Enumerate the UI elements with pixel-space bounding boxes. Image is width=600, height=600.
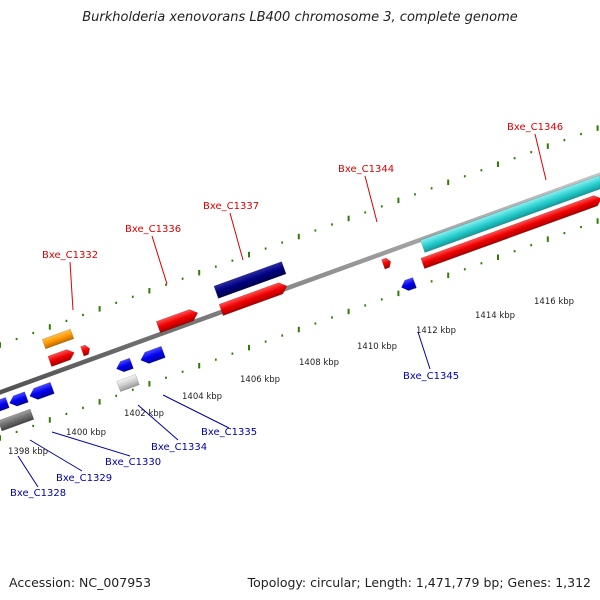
ruler-label: 1398 kbp — [8, 447, 48, 457]
genome-summary-text: Topology: circular; Length: 1,471,779 bp… — [247, 575, 591, 590]
gene-label-reverse: Bxe_C1329 — [56, 473, 112, 484]
gene-feature-navy — [213, 261, 287, 299]
gene-feature-blue — [116, 357, 134, 373]
chromosome-backbone — [0, 172, 600, 395]
gene-feature-red — [218, 282, 288, 316]
gene-label-forward-leader — [364, 175, 378, 223]
gene-label-reverse: Bxe_C1334 — [151, 442, 207, 453]
ruler-label: 1406 kbp — [240, 375, 280, 385]
gene-feature-blue — [140, 345, 166, 364]
gene-feature-red — [155, 309, 199, 334]
gene-features — [0, 175, 600, 432]
gene-feature-red — [420, 195, 600, 269]
gene-label-reverse: Bxe_C1345 — [403, 371, 459, 382]
gene-label-reverse-leader — [29, 439, 83, 472]
inner-tick-ring — [0, 218, 599, 441]
gene-label-reverse: Bxe_C1335 — [201, 427, 257, 438]
ruler-label: 1402 kbp — [124, 409, 164, 419]
map-title: Burkholderia xenovorans LB400 chromosome… — [82, 10, 518, 25]
ruler-label: 1414 kbp — [475, 311, 515, 321]
gene-label-reverse-leader — [51, 431, 131, 457]
gene-feature-red — [80, 344, 91, 357]
gene-label-forward: Bxe_C1346 — [507, 122, 563, 133]
map-labels: 1398 kbp 1400 kbp 1402 kbp 1404 kbp 1406 kbp… — [8, 122, 574, 499]
gene-label-forward: Bxe_C1332 — [42, 250, 98, 261]
gene-label-forward: Bxe_C1337 — [203, 201, 259, 212]
gene-label-reverse-leader — [137, 404, 179, 441]
gene-label-forward: Bxe_C1344 — [338, 164, 394, 175]
gene-label-reverse-leader — [417, 331, 431, 370]
gene-feature-orange — [41, 328, 75, 350]
label-leader-lines — [17, 133, 547, 488]
gene-label-forward-leader — [151, 235, 168, 285]
gene-label-reverse: Bxe_C1328 — [10, 488, 66, 499]
ruler-label: 1410 kbp — [357, 342, 397, 352]
gene-feature-blue — [401, 277, 417, 291]
gene-label-forward-leader — [69, 261, 74, 311]
gene-label-reverse-leader — [162, 394, 230, 429]
gene-feature-dark-gray — [0, 408, 35, 432]
gene-feature-blue — [0, 397, 10, 413]
ruler-label: 1412 kbp — [416, 326, 456, 336]
accession-text: Accession: NC_007953 — [9, 575, 152, 590]
gene-feature-red — [47, 349, 75, 367]
gene-label-forward: Bxe_C1336 — [125, 224, 181, 235]
outer-tick-ring — [0, 125, 599, 348]
ruler-label: 1408 kbp — [299, 358, 339, 368]
gene-feature-gray — [116, 374, 140, 392]
gene-feature-blue — [29, 381, 55, 400]
ruler-label: 1404 kbp — [182, 392, 222, 402]
gene-feature-red — [381, 257, 392, 270]
gene-feature-cyan — [420, 175, 600, 253]
gene-label-forward-leader — [534, 133, 547, 181]
gene-label-reverse: Bxe_C1330 — [105, 457, 161, 468]
gene-label-forward-leader — [229, 212, 244, 261]
gene-feature-blue — [9, 391, 29, 407]
ruler-label: 1416 kbp — [534, 297, 574, 307]
backbone-line — [0, 172, 600, 395]
gene-label-reverse-leader — [17, 455, 39, 488]
ruler-label: 1400 kbp — [66, 428, 106, 438]
